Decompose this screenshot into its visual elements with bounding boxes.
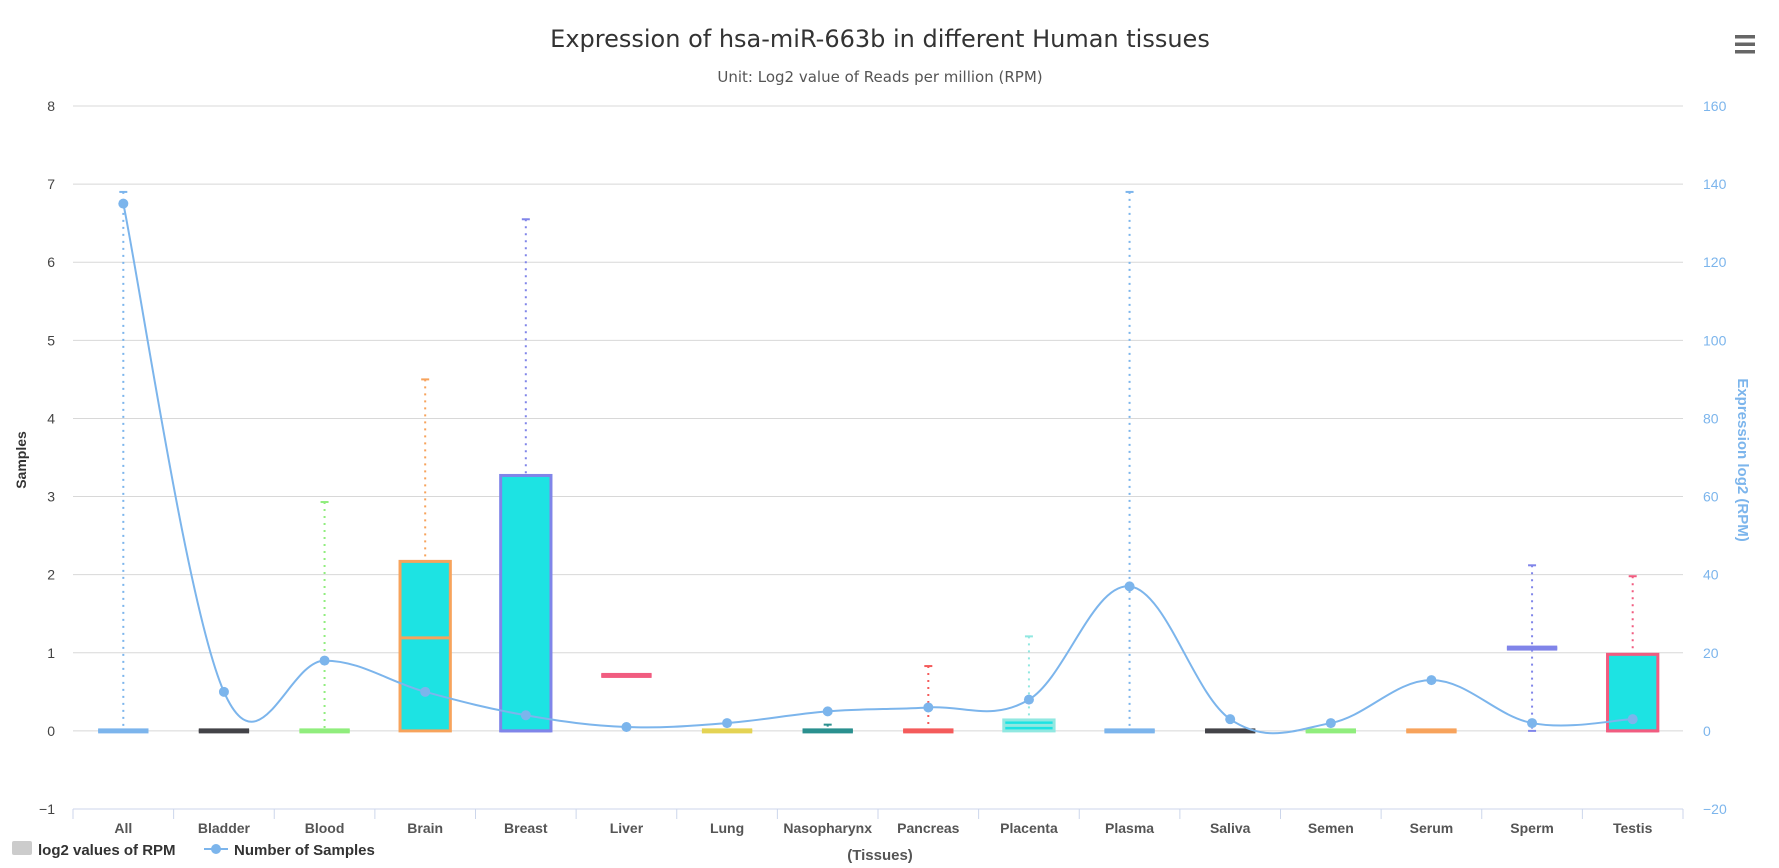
spline-series: [118, 198, 1638, 735]
grid-lines: [73, 105, 1683, 732]
legend-item-samples[interactable]: Number of Samples: [204, 842, 375, 859]
x-axis: All Bladder Blood Brain Breast Liver Lung Nasop…: [72, 808, 1684, 836]
box-breast: [499, 218, 553, 733]
y-axis-left: 8 7 6 5 4 3 2 1 0 −1: [39, 98, 55, 817]
x-tick-label: Blood: [305, 820, 345, 836]
samples-point-liver: [621, 721, 632, 732]
box-placenta: [1002, 635, 1056, 733]
y-tick-label-right: 120: [1703, 254, 1727, 270]
x-tick-label: Placenta: [1000, 820, 1058, 836]
x-axis-title: (Tissues): [847, 847, 913, 864]
hamburger-menu-icon[interactable]: [1730, 30, 1760, 58]
x-tick-label: Pancreas: [897, 820, 959, 836]
x-tick-label: Sperm: [1510, 820, 1554, 836]
y-tick-label-right: 100: [1703, 332, 1727, 348]
x-tick-label: Testis: [1613, 820, 1653, 836]
y-tick-label-right: 60: [1703, 489, 1719, 505]
box-series: [98, 190, 1660, 734]
y-axis-right-title: Expression log2 (RPM): [1734, 378, 1751, 541]
x-tick-label: Plasma: [1105, 820, 1154, 836]
samples-point-lung: [722, 718, 733, 729]
y-tick-label-left: 2: [47, 567, 55, 583]
box-saliva: [1205, 728, 1256, 734]
x-tick-label: Lung: [710, 820, 744, 836]
y-tick-label-left: 6: [47, 254, 55, 270]
y-tick-label-left: 7: [47, 176, 55, 192]
box-sperm: [1506, 564, 1558, 732]
y-tick-label-right: 80: [1703, 410, 1719, 426]
samples-point-pancreas: [923, 702, 934, 713]
x-tick-label: All: [114, 820, 132, 836]
box-body: [499, 473, 553, 733]
legend-label-samples: Number of Samples: [234, 842, 375, 859]
samples-point-saliva: [1225, 714, 1236, 725]
legend-label-boxes: log2 values of RPM: [38, 842, 176, 859]
y-tick-label-left: 0: [47, 723, 55, 739]
samples-point-testis: [1627, 714, 1638, 725]
x-tick-label: Saliva: [1210, 820, 1251, 836]
legend-box-swatch: [12, 841, 32, 855]
y-tick-label-right: 40: [1703, 567, 1719, 583]
x-tick-label: Serum: [1410, 820, 1454, 836]
box-lung: [701, 728, 753, 734]
box-plasma: [1104, 190, 1155, 734]
x-tick-label: Bladder: [198, 820, 251, 836]
samples-point-breast: [520, 710, 531, 721]
samples-point-placenta: [1023, 694, 1034, 705]
box-serum: [1406, 728, 1457, 734]
y-tick-label-left: −1: [39, 801, 55, 817]
box-testis: [1606, 575, 1660, 733]
y-tick-label-right: 20: [1703, 645, 1719, 661]
y-tick-label-left: 8: [47, 98, 55, 114]
box-brain: [398, 378, 452, 733]
box-bladder: [198, 728, 250, 734]
box-pancreas: [903, 665, 954, 734]
box-all: [98, 190, 149, 734]
y-tick-label-right: 0: [1703, 723, 1711, 739]
y-tick-label-right: 140: [1703, 176, 1727, 192]
y-tick-label-left: 3: [47, 489, 55, 505]
chart-subtitle: Unit: Log2 value of Reads per million (R…: [717, 68, 1042, 86]
box-nasopharynx: [802, 723, 853, 734]
x-tick-label: Liver: [610, 820, 644, 836]
chart-title: Expression of hsa-miR-663b in different …: [550, 25, 1210, 53]
samples-line: [122, 203, 1633, 735]
x-tick-label: Breast: [504, 820, 548, 836]
box-body: [398, 559, 452, 733]
legend-marker: [211, 844, 221, 854]
samples-point-plasma: [1124, 581, 1135, 592]
x-tick-label: Semen: [1308, 820, 1354, 836]
samples-point-bladder: [218, 686, 229, 697]
legend-item-boxes[interactable]: log2 values of RPM: [12, 841, 176, 859]
y-tick-label-left: 1: [47, 645, 55, 661]
y-tick-label-right: −20: [1703, 801, 1727, 817]
box-semen: [1305, 728, 1356, 734]
x-tick-label: Nasopharynx: [783, 820, 872, 836]
y-tick-label-right: 160: [1703, 98, 1727, 114]
samples-point-brain: [420, 686, 431, 697]
samples-point-all: [118, 198, 129, 209]
box-liver: [601, 672, 652, 678]
y-axis-right: 160 140 120 100 80 60 40 20 0 −20: [1703, 98, 1727, 817]
samples-point-blood: [319, 655, 330, 666]
y-tick-label-left: 4: [47, 410, 55, 426]
y-axis-left-title: Samples: [13, 431, 29, 489]
samples-point-sperm: [1527, 718, 1538, 729]
samples-point-nasopharynx: [822, 706, 833, 717]
samples-point-semen: [1325, 718, 1336, 729]
legend: log2 values of RPM Number of Samples: [12, 841, 375, 859]
samples-point-serum: [1426, 675, 1437, 686]
y-tick-label-left: 5: [47, 332, 55, 348]
x-tick-label: Brain: [407, 820, 443, 836]
box-blood: [299, 501, 350, 734]
